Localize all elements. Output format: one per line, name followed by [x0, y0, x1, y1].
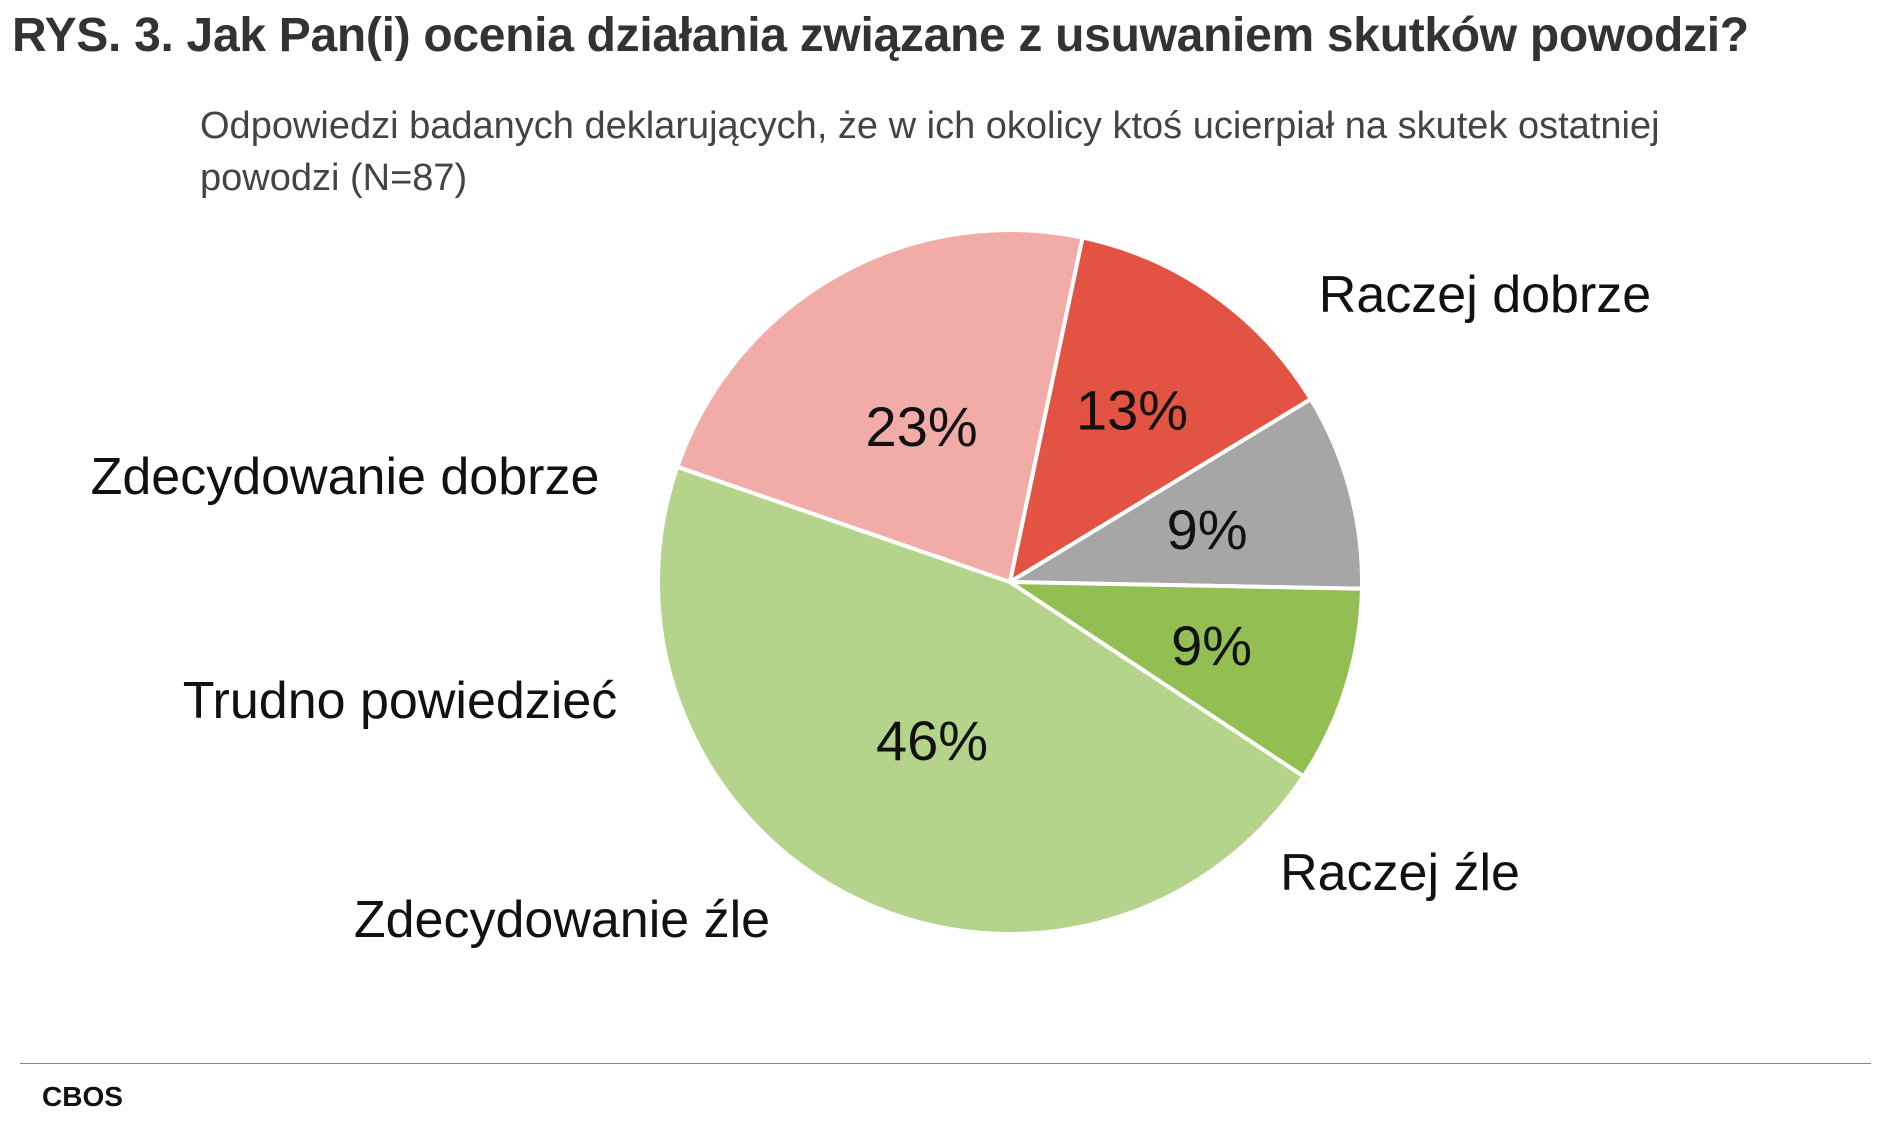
slice-value-label: 23%	[866, 395, 978, 458]
slice-value-label: 9%	[1167, 498, 1248, 561]
pie-slice-1	[656, 464, 1306, 936]
chart-title: RYS. 3. Jak Pan(i) ocenia działania zwią…	[12, 9, 1749, 62]
slice-category-label: Zdecydowanie źle	[354, 891, 770, 949]
slice-category-label: Trudno powiedzieć	[183, 672, 618, 730]
pie-slice-3	[1008, 235, 1313, 584]
slice-category-label: Zdecydowanie dobrze	[91, 448, 600, 506]
slice-category-label: Raczej źle	[1280, 844, 1520, 902]
slice-category-label: Raczej dobrze	[1319, 266, 1651, 324]
source-label: CBOS	[42, 1081, 123, 1112]
slice-value-label: 9%	[1171, 614, 1252, 677]
slice-value-label: 46%	[876, 709, 988, 772]
footer-divider	[20, 1063, 1871, 1064]
pie-slice-5	[1008, 580, 1364, 779]
pie-slice-2	[675, 228, 1085, 584]
chart-subtitle: Odpowiedzi badanych deklarujących, że w …	[200, 105, 1660, 199]
pie-slice-4	[1008, 397, 1364, 591]
slice-value-label: 13%	[1076, 379, 1188, 442]
